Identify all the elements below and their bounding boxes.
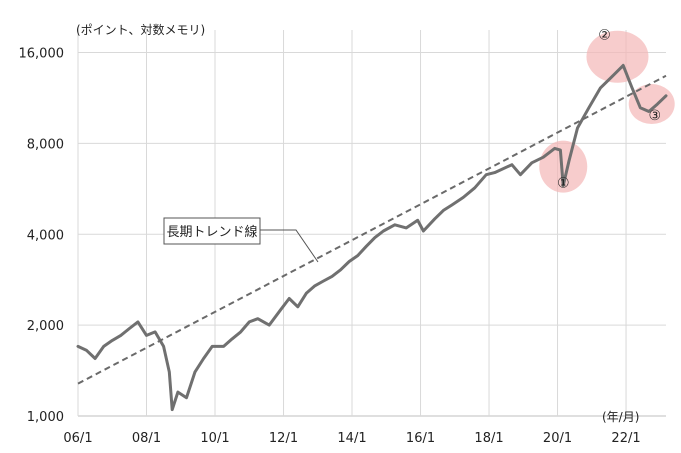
circle-marker-label: ② <box>598 28 611 44</box>
y-axis-unit-label: (ポイント、対数メモリ) <box>76 22 205 37</box>
circle-marker-label: ③ <box>648 108 661 124</box>
x-tick-label: 20/1 <box>543 431 572 446</box>
x-tick-label: 14/1 <box>337 431 366 446</box>
x-tick-label: 12/1 <box>269 431 298 446</box>
x-tick-label: 18/1 <box>474 431 503 446</box>
y-tick-label: 2,000 <box>27 319 64 334</box>
trend-label-text: 長期トレンド線 <box>166 224 257 240</box>
x-tick-label: 08/1 <box>132 431 161 446</box>
y-tick-label: 1,000 <box>27 410 64 425</box>
y-tick-label: 8,000 <box>27 137 64 152</box>
circle-marker-label: ① <box>557 176 570 192</box>
y-axis-ticks: 1,000 2,000 4,000 8,000 16,000 <box>19 47 65 425</box>
x-tick-label: 22/1 <box>611 431 640 446</box>
x-tick-label: 06/1 <box>63 431 92 446</box>
annotation-labels: ① ② ③ 長期トレンド線 <box>164 28 661 262</box>
x-tick-label: 10/1 <box>200 431 229 446</box>
trend-label-pointer <box>260 230 318 262</box>
x-axis-ticks: 06/1 08/1 10/1 12/1 14/1 16/1 18/1 20/1 22/1 <box>63 431 640 446</box>
highlight-circle <box>586 31 648 83</box>
y-tick-label: 4,000 <box>27 228 64 243</box>
x-axis-unit-label: (年/月) <box>602 410 639 424</box>
y-tick-label: 16,000 <box>19 47 65 62</box>
x-tick-label: 16/1 <box>406 431 435 446</box>
